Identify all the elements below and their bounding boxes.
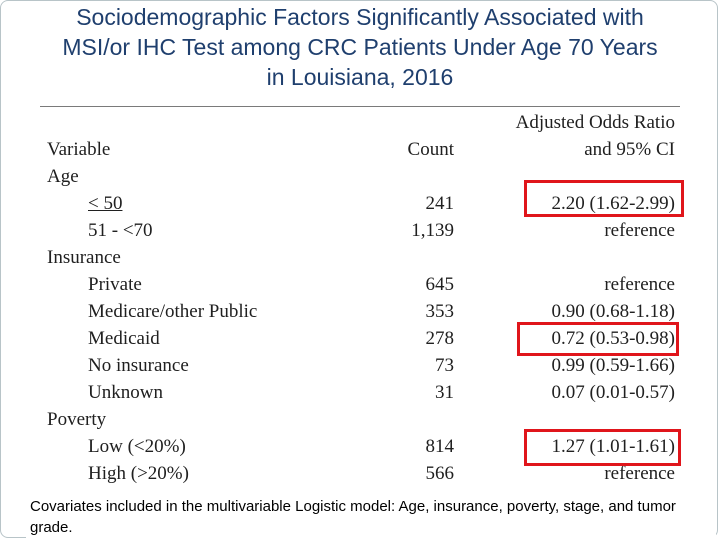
- slide-title: Sociodemographic Factors Significantly A…: [0, 2, 720, 92]
- row-ci: 0.72 (0.53-0.98): [551, 328, 675, 349]
- row-count: 73: [435, 355, 454, 376]
- row-count: 31: [435, 382, 454, 403]
- row-ci: reference: [604, 274, 675, 295]
- highlight-box-poverty: [524, 429, 681, 466]
- row-count: 814: [425, 436, 455, 457]
- group-poverty: Poverty: [47, 409, 107, 430]
- highlight-box-age: [524, 180, 684, 217]
- title-line-3: in Louisiana, 2016: [266, 64, 454, 90]
- row-label: Low (<20%): [88, 436, 186, 457]
- row-ci: 0.90 (0.68-1.18): [551, 301, 675, 322]
- row-label: No insurance: [88, 355, 189, 376]
- group-insurance: Insurance: [47, 247, 121, 268]
- header-ci: and 95% CI: [584, 139, 675, 160]
- row-ci: 2.20 (1.62-2.99): [551, 193, 675, 214]
- row-ci: reference: [604, 463, 675, 484]
- row-count: 353: [425, 301, 455, 322]
- title-line-1: Sociodemographic Factors Significantly A…: [76, 4, 644, 30]
- row-ci: reference: [604, 220, 675, 241]
- row-label: Unknown: [88, 382, 163, 403]
- row-ci: 0.07 (0.01-0.57): [551, 382, 675, 403]
- highlight-box-medicaid: [517, 322, 679, 356]
- row-ci: 1.27 (1.01-1.61): [551, 436, 675, 457]
- row-ci: 0.99 (0.59-1.66): [551, 355, 675, 376]
- row-count: 241: [425, 193, 455, 214]
- title-line-2: MSI/or IHC Test among CRC Patients Under…: [62, 34, 658, 60]
- row-label: Medicare/other Public: [88, 301, 258, 322]
- table-top-rule: [40, 106, 680, 107]
- row-label: Medicaid: [88, 328, 160, 349]
- row-label: < 50: [88, 193, 123, 214]
- row-label: 51 - <70: [88, 220, 153, 241]
- row-count: 278: [425, 328, 455, 349]
- row-label: High (>20%): [88, 463, 189, 484]
- group-age: Age: [47, 166, 79, 187]
- row-label: Private: [88, 274, 142, 295]
- header-count: Count: [407, 139, 454, 160]
- row-count: 566: [425, 463, 455, 484]
- row-count: 1,139: [411, 220, 454, 241]
- row-count: 645: [425, 274, 455, 295]
- footnote: Covariates included in the multivariable…: [26, 492, 716, 538]
- header-variable: Variable: [47, 139, 111, 160]
- header-odds-ratio: Adjusted Odds Ratio: [515, 112, 675, 133]
